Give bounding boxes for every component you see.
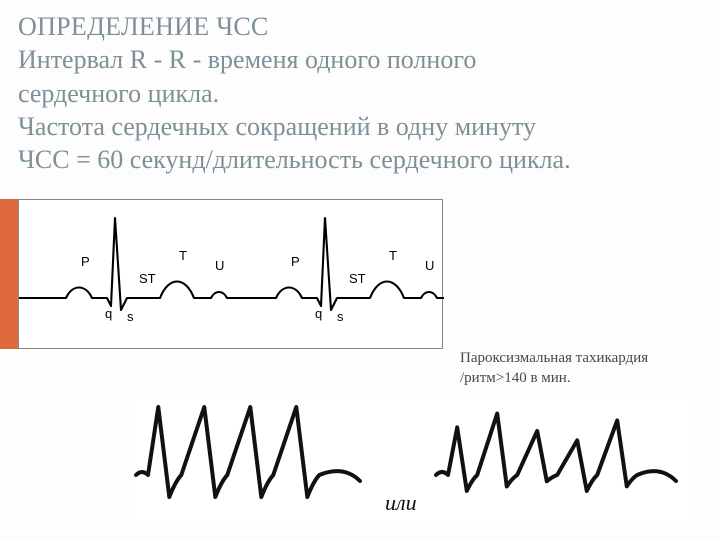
ecg-wave-label: ST — [139, 271, 156, 286]
caption-line-2: /ритм>140 в мин. — [460, 370, 571, 386]
body-line-3: Частота сердечных сокращений в одну мину… — [18, 110, 702, 143]
ecg-wave-label: P — [291, 254, 300, 269]
accent-strip — [0, 199, 18, 349]
slide-title: ОПРЕДЕЛЕНИЕ ЧСС — [18, 10, 702, 43]
ecg-wave-label: P — [81, 254, 90, 269]
ecg-wave-label: q — [105, 306, 112, 321]
header-block: ОПРЕДЕЛЕНИЕ ЧСС Интервал R - R - временя… — [18, 10, 702, 176]
body-line-1: Интервал R - R - временя одного полного — [18, 43, 702, 76]
body-line-4: ЧСС = 60 секунд/длительность сердечного … — [18, 143, 702, 176]
ecg-wave-label: T — [389, 248, 397, 263]
ecg-wave-label: U — [425, 258, 434, 273]
ecg-wave-label: s — [127, 309, 134, 324]
ecg-normal-panel: PSTTUqsPSTTUqs — [18, 199, 443, 349]
or-label: или — [385, 490, 417, 516]
ecg-wave-label: T — [179, 248, 187, 263]
ecg-normal-waveform: PSTTUqsPSTTUqs — [19, 200, 444, 350]
caption-line-1: Пароксизмальная тахикардия — [460, 350, 648, 366]
ecg-wave-label: s — [337, 309, 344, 324]
tachycardia-caption: Пароксизмальная тахикардия /ритм>140 в м… — [460, 348, 648, 389]
body-line-2: сердечного цикла. — [18, 77, 702, 110]
slide-root: ОПРЕДЕЛЕНИЕ ЧСС Интервал R - R - временя… — [0, 0, 720, 540]
ecg-wave-label: q — [315, 306, 322, 321]
ecg-wave-label: U — [215, 258, 224, 273]
ecg-wave-label: ST — [349, 271, 366, 286]
